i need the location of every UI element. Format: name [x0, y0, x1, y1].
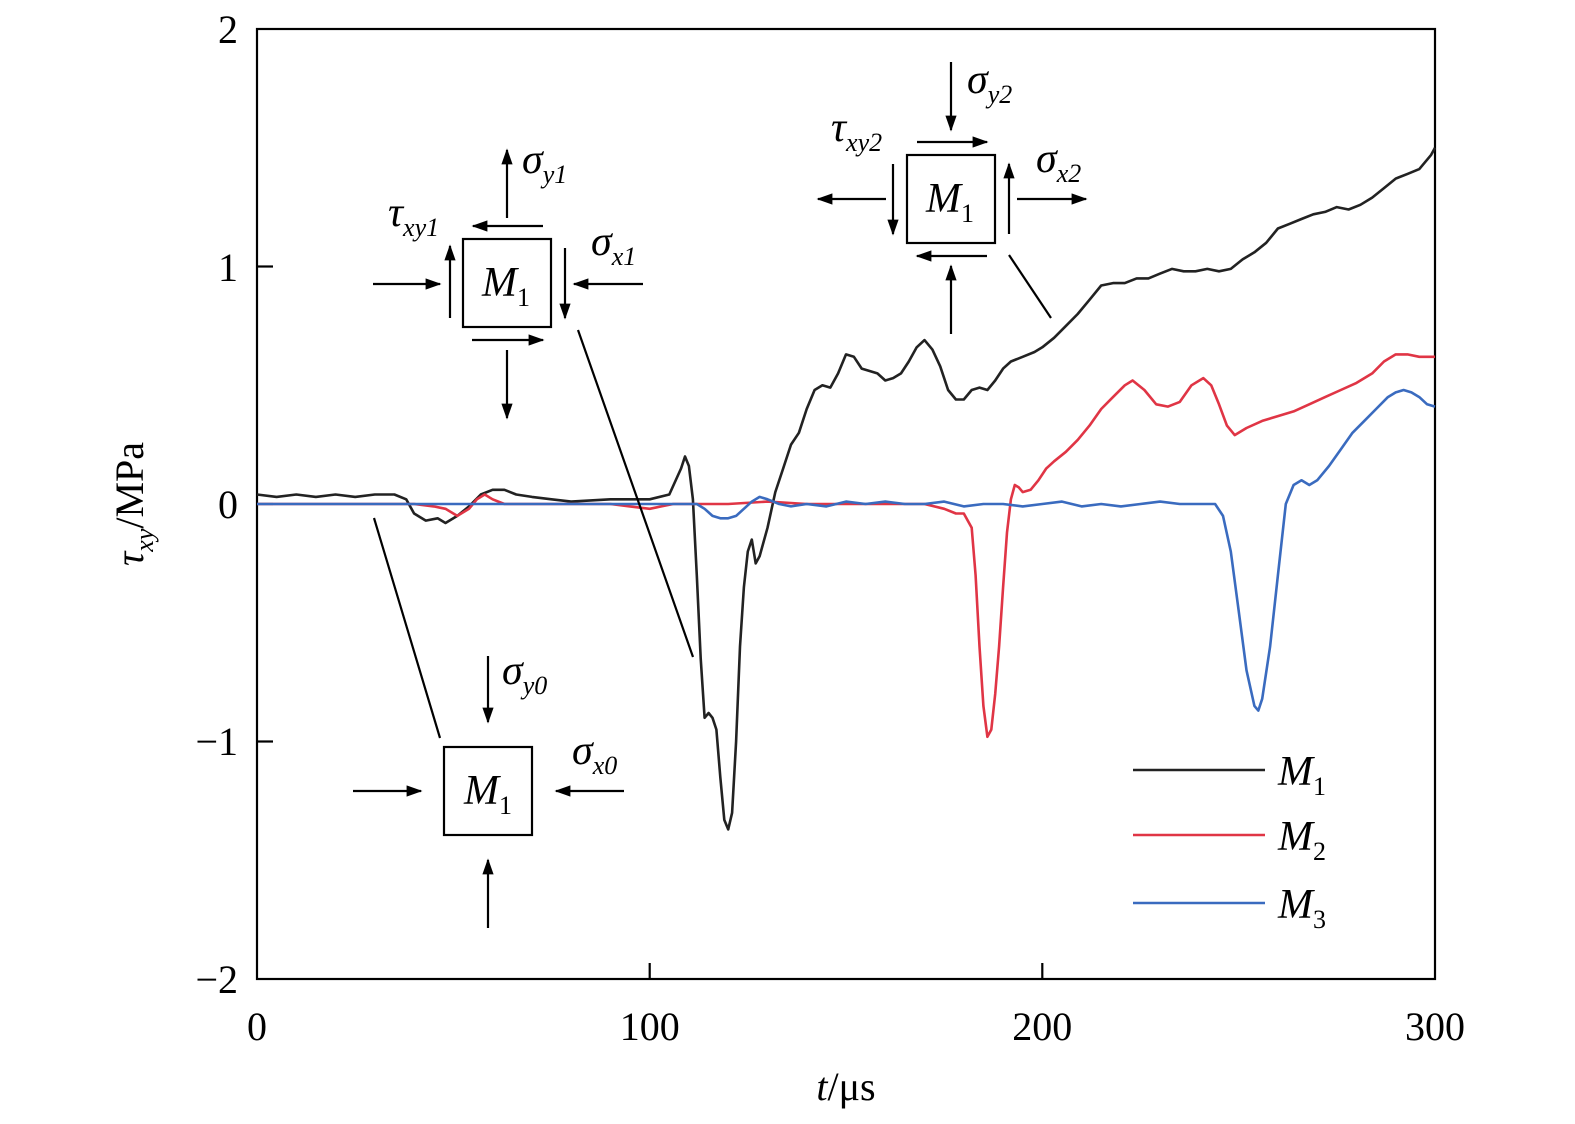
legend-item-m1: M1 — [1133, 749, 1326, 801]
element-label: M1 — [481, 260, 530, 312]
leader-line — [576, 329, 695, 658]
x-axis-label: t/μs — [816, 1064, 875, 1109]
sigma-x-label: σx0 — [572, 728, 617, 780]
y-tick-label: −1 — [195, 719, 238, 764]
sigma-x-label: σx2 — [1036, 136, 1081, 188]
element-label: M1 — [925, 176, 974, 228]
stress-diagram-1: M1 σy1 σx1 τxy1 — [373, 137, 695, 658]
y-axis-label: τxy/MPa — [107, 442, 159, 566]
series-line-m2 — [257, 353, 1435, 739]
stress-diagram-2: M1 σy2 σx2 τxy2 — [816, 57, 1088, 334]
y-tick-label: −2 — [195, 957, 238, 1002]
x-tick-labels: 0 100 200 300 — [247, 1004, 1465, 1049]
y-tick-label: 1 — [218, 245, 238, 290]
stress-diagram-0: M1 σy0 σx0 — [353, 517, 624, 928]
y-tick-label: 2 — [218, 7, 238, 52]
series-line-m3 — [257, 388, 1436, 712]
leader-line — [1008, 254, 1052, 319]
element-box — [461, 237, 553, 329]
x-tick-label: 0 — [247, 1004, 267, 1049]
legend: M1 M2 M3 — [1133, 749, 1326, 934]
x-tick-label: 100 — [620, 1004, 680, 1049]
legend-item-m3: M3 — [1133, 882, 1326, 934]
x-tick-label: 200 — [1012, 1004, 1072, 1049]
sigma-y-label: σy2 — [967, 57, 1012, 109]
sigma-x-label: σx1 — [591, 219, 636, 271]
element-box — [905, 153, 997, 245]
legend-item-m2: M2 — [1133, 814, 1326, 866]
sigma-y-label: σy1 — [522, 137, 567, 189]
legend-label: M2 — [1277, 814, 1326, 866]
legend-label: M1 — [1277, 749, 1326, 801]
legend-label: M3 — [1277, 882, 1326, 934]
sigma-y-label: σy0 — [502, 648, 547, 700]
tau-xy-label: τxy2 — [831, 105, 882, 157]
x-tick-label: 300 — [1405, 1004, 1465, 1049]
tau-xy-label: τxy1 — [388, 190, 439, 242]
y-tick-label: 0 — [218, 482, 238, 527]
element-box — [442, 745, 534, 837]
leader-line — [372, 517, 442, 739]
x-tick-marks — [648, 963, 1044, 979]
element-label: M1 — [463, 768, 512, 820]
series-line-m1 — [256, 147, 1437, 831]
y-tick-labels: −2 −1 0 1 2 — [195, 7, 238, 1002]
series-layer — [256, 147, 1437, 831]
